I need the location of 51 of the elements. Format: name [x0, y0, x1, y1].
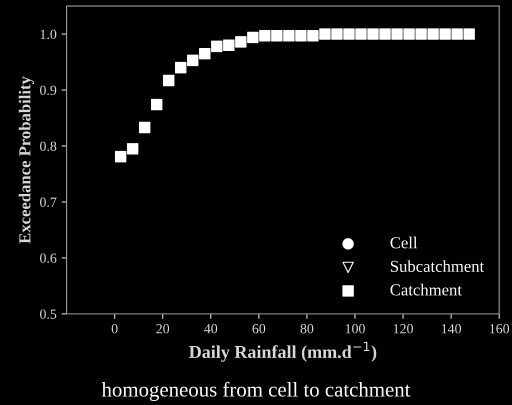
point [319, 28, 331, 40]
point [199, 48, 210, 60]
x-tick-label: 140 [442, 324, 462, 334]
point [463, 28, 475, 40]
point [391, 28, 403, 40]
y-tick-label: 1.0 [40, 30, 56, 40]
point [259, 30, 271, 42]
point [114, 150, 126, 162]
point [343, 28, 355, 40]
point [271, 30, 283, 42]
y-tick-label: 0.6 [40, 253, 56, 263]
legend-label: Cell [390, 236, 418, 248]
point [211, 40, 222, 52]
y-tick-label: 0.9 [40, 86, 56, 96]
point [163, 74, 174, 86]
point [223, 40, 235, 51]
point [403, 28, 415, 40]
point [379, 28, 391, 40]
y-tick-label: 0.7 [40, 198, 56, 207]
point [415, 28, 427, 40]
y-tick-label: 0.8 [40, 142, 56, 151]
point [331, 28, 343, 40]
legend-label: Catchment [390, 284, 462, 296]
point [138, 122, 150, 134]
point [427, 28, 439, 40]
point [295, 30, 307, 42]
text: homogeneous from cell to catchment [102, 382, 410, 401]
point [187, 54, 198, 66]
y-tick-label: 0.5 [40, 309, 56, 319]
point [247, 32, 259, 44]
point [451, 28, 463, 40]
x-tick-label: 0 [112, 324, 118, 334]
y-axis-title: Exceedance Probability [18, 76, 34, 244]
x-tick-label: 100 [346, 324, 365, 334]
x-tick-label: 80 [300, 324, 314, 334]
x-tick-label: 40 [204, 324, 218, 334]
point [235, 36, 247, 48]
point [126, 143, 138, 154]
legend-label: Subcatchment [390, 260, 484, 272]
point [355, 28, 367, 40]
x-tick-label: 160 [490, 324, 510, 334]
point [283, 30, 295, 42]
point [175, 62, 186, 74]
point [439, 28, 451, 40]
point [307, 30, 319, 42]
x-tick-label: 120 [394, 324, 413, 334]
x-tick-label: 20 [156, 324, 170, 334]
point [367, 28, 379, 40]
x-tick-label: 60 [252, 324, 266, 334]
point [150, 98, 162, 110]
x-axis-title: Daily Rainfall (mm.d$^{−1}$) [189, 342, 376, 362]
